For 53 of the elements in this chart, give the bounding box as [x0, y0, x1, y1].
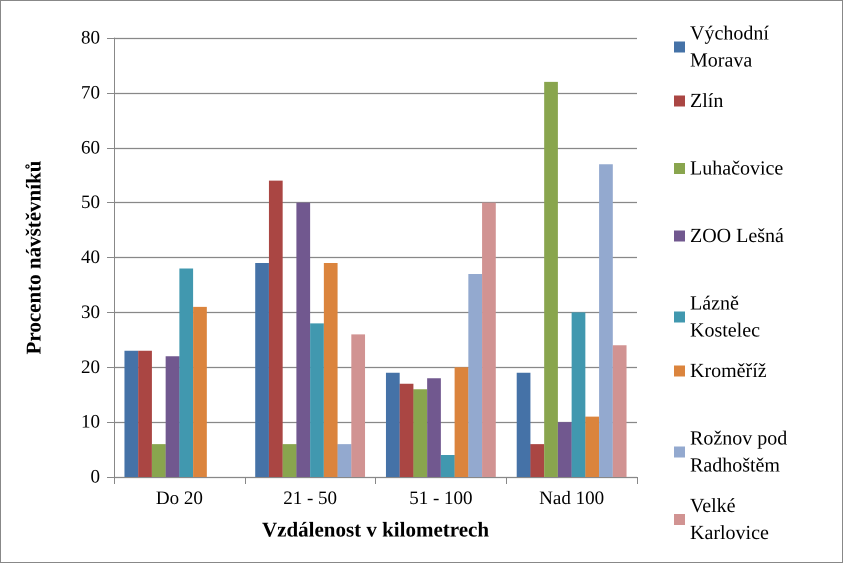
x-tick-label: 21 - 50 — [283, 488, 338, 509]
bar — [255, 262, 269, 477]
legend-label: Luhačovice — [690, 158, 784, 180]
y-tick-label: 50 — [81, 192, 100, 214]
bar — [482, 202, 496, 477]
y-tick-label: 70 — [81, 82, 100, 104]
bar — [193, 306, 207, 477]
bar — [152, 444, 166, 477]
x-tick-label: Do 20 — [156, 488, 203, 509]
bar — [612, 345, 627, 477]
legend-label: Kroměříž — [690, 360, 767, 382]
legend-label: Zlín — [690, 90, 724, 112]
y-tick-label: 20 — [81, 356, 100, 378]
bar — [138, 350, 152, 477]
bar — [400, 384, 414, 477]
y-tick-label: 0 — [90, 466, 100, 488]
bar — [468, 274, 482, 477]
bar — [530, 444, 544, 477]
bar — [440, 455, 455, 477]
bar — [310, 323, 324, 477]
bar — [454, 367, 468, 477]
bar — [324, 262, 338, 477]
legend-label: Rožnov pod Radhoštěm — [690, 428, 792, 476]
x-tick-label: 51 - 100 — [409, 488, 473, 509]
y-tick-label: 80 — [81, 28, 100, 48]
bar — [124, 350, 138, 477]
bar — [427, 378, 441, 477]
y-tick-label: 60 — [81, 137, 100, 158]
bar — [599, 164, 613, 477]
bar — [166, 356, 180, 477]
bar — [179, 268, 194, 477]
y-tick-label: 40 — [81, 247, 100, 268]
y-tick-label: 30 — [81, 302, 100, 323]
bar — [572, 312, 586, 477]
bar — [544, 82, 558, 477]
bar — [516, 372, 530, 477]
y-tick-label: 10 — [81, 412, 100, 433]
legend-label: Lázně Kostelec — [690, 292, 760, 342]
bar — [585, 416, 600, 477]
bar — [282, 444, 296, 477]
bar — [413, 389, 428, 477]
bar — [351, 334, 366, 477]
bar — [386, 372, 400, 477]
legend-label: Východní Morava — [690, 22, 774, 72]
x-tick-label: Nad 100 — [539, 488, 604, 509]
x-axis-title: Vzdálenost v kilometrech — [262, 518, 490, 542]
bar — [338, 444, 352, 477]
bar — [268, 180, 283, 477]
bar — [296, 202, 310, 477]
legend-label: Velké Karlovice — [690, 495, 769, 544]
legend-label: ZOO Lešná — [690, 225, 784, 247]
y-axis-title: Procento návštěvníků — [22, 160, 46, 354]
bar — [558, 422, 572, 477]
